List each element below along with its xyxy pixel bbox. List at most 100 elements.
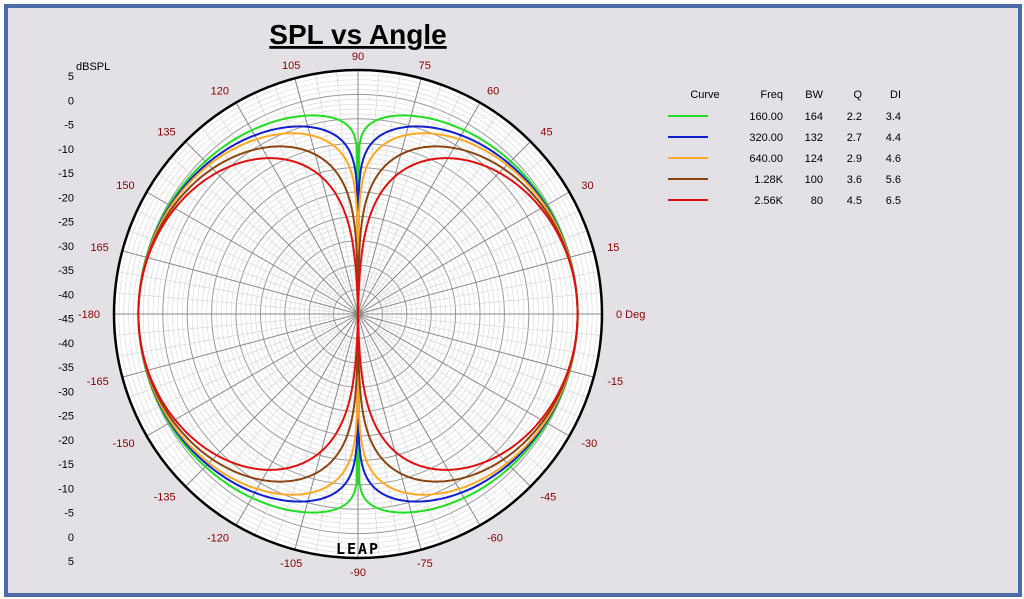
minor-spoke (128, 230, 336, 306)
polar-curves (137, 114, 579, 514)
radial-tick-label: -35 (58, 265, 74, 277)
legend-value: 100 (805, 174, 823, 186)
radial-tick-label: -40 (58, 338, 74, 350)
minor-spoke (136, 324, 337, 418)
radial-tick-label: -20 (58, 192, 74, 204)
angle-label: 75 (419, 60, 431, 72)
legend-header: Curve (690, 89, 719, 101)
radial-tick-label: 0 (68, 532, 74, 544)
legend-header: Freq (760, 89, 783, 101)
minor-spoke (315, 73, 355, 291)
minor-spoke (382, 292, 602, 313)
angle-labels: 0 Deg 15 30 45 60 75 90 105 120 135 150 165 -180 -165… (78, 51, 645, 579)
angle-label: 120 (211, 86, 229, 98)
legend-value: 80 (811, 195, 823, 207)
minor-spoke (117, 317, 335, 357)
angle-label: 165 (90, 242, 108, 254)
minor-spoke (379, 210, 580, 304)
legend-value: 2.9 (847, 153, 862, 165)
minor-spoke (381, 271, 599, 311)
minor-spoke (128, 322, 336, 398)
major-spoke (357, 313, 570, 437)
major-spoke (146, 313, 359, 437)
minor-spoke (371, 113, 499, 295)
radial-tick-label: -25 (58, 217, 74, 229)
minor-spoke (254, 92, 348, 293)
angle-label: -150 (113, 438, 135, 450)
major-spoke (185, 313, 359, 487)
minor-spoke (382, 315, 602, 336)
radial-tick-label: -15 (58, 459, 74, 471)
major-spoke (357, 313, 422, 550)
minor-spoke (254, 335, 348, 536)
legend-value: 3.4 (886, 111, 901, 123)
radial-tick-label: 0 (68, 95, 74, 107)
minor-spoke (170, 329, 340, 472)
legend-header: Q (853, 89, 862, 101)
y-axis-label: dBSPL (76, 61, 110, 73)
radial-tick-label: -15 (58, 168, 74, 180)
minor-spoke (336, 338, 357, 558)
radial-tick-label: 5 (68, 556, 74, 568)
legend-value: 5.6 (886, 174, 901, 186)
radial-tick-label: -40 (58, 289, 74, 301)
radial-tick-label: -45 (58, 314, 74, 326)
major-spoke (294, 313, 359, 550)
angle-label: -180 (78, 309, 100, 321)
minor-spoke (217, 113, 345, 295)
minor-spoke (381, 317, 599, 357)
major-spoke (357, 78, 422, 315)
angle-label: 45 (540, 127, 552, 139)
radial-tick-label: -30 (58, 241, 74, 253)
major-spoke (122, 250, 359, 315)
angle-label: 90 (352, 51, 364, 63)
angle-label: 15 (607, 242, 619, 254)
angle-label: -165 (87, 376, 109, 388)
legend-value: 1.28K (754, 174, 783, 186)
minor-spoke (117, 271, 335, 311)
legend-value: 3.6 (847, 174, 862, 186)
series-curve-5 (137, 157, 579, 471)
minor-spoke (217, 333, 345, 515)
minor-spoke (136, 210, 337, 304)
radial-tick-label: -10 (58, 483, 74, 495)
angle-label: 150 (116, 180, 134, 192)
angle-label: -15 (607, 376, 623, 388)
legend-value: 2.7 (847, 132, 862, 144)
legend-value: 6.5 (886, 195, 901, 207)
legend: Curve Freq BW Q DI 160.00 164 2.2 3.4 320.00 132 2.… (668, 89, 901, 207)
angle-label: -60 (487, 532, 503, 544)
major-spoke (235, 313, 359, 526)
outer-ring (112, 68, 604, 560)
legend-value: 4.5 (847, 195, 862, 207)
leap-logo: LEAP (336, 540, 380, 558)
legend-value: 124 (805, 153, 823, 165)
minor-spoke (336, 70, 357, 290)
angle-label: -105 (280, 558, 302, 570)
major-spoke (357, 250, 594, 315)
minor-spoke (376, 156, 546, 299)
major-spoke (357, 102, 481, 315)
major-spoke (294, 78, 359, 315)
legend-value: 2.2 (847, 111, 862, 123)
radial-tick-label: -5 (64, 508, 74, 520)
minor-spoke (170, 156, 340, 299)
major-spoke (357, 191, 570, 315)
radial-tick-label: 5 (68, 71, 74, 83)
minor-spoke (368, 92, 462, 293)
minor-spoke (376, 329, 546, 472)
radial-tick-label: -25 (58, 411, 74, 423)
radial-tick-labels: 5 0 -5 -10 -15 -20 -25 -30 -35 -40 -45 -40 -35 -30 -25… (58, 71, 74, 568)
legend-value: 164 (805, 111, 823, 123)
major-spoke (146, 191, 359, 315)
legend-value: 4.4 (886, 132, 901, 144)
radial-tick-label: -20 (58, 435, 74, 447)
major-spoke (235, 102, 359, 315)
minor-spoke (380, 230, 588, 306)
legend-value: 320.00 (749, 132, 783, 144)
minor-spoke (361, 73, 401, 291)
major-spoke (185, 141, 359, 315)
radial-tick-label: -10 (58, 144, 74, 156)
minor-spoke (368, 335, 462, 536)
legend-header: DI (890, 89, 901, 101)
